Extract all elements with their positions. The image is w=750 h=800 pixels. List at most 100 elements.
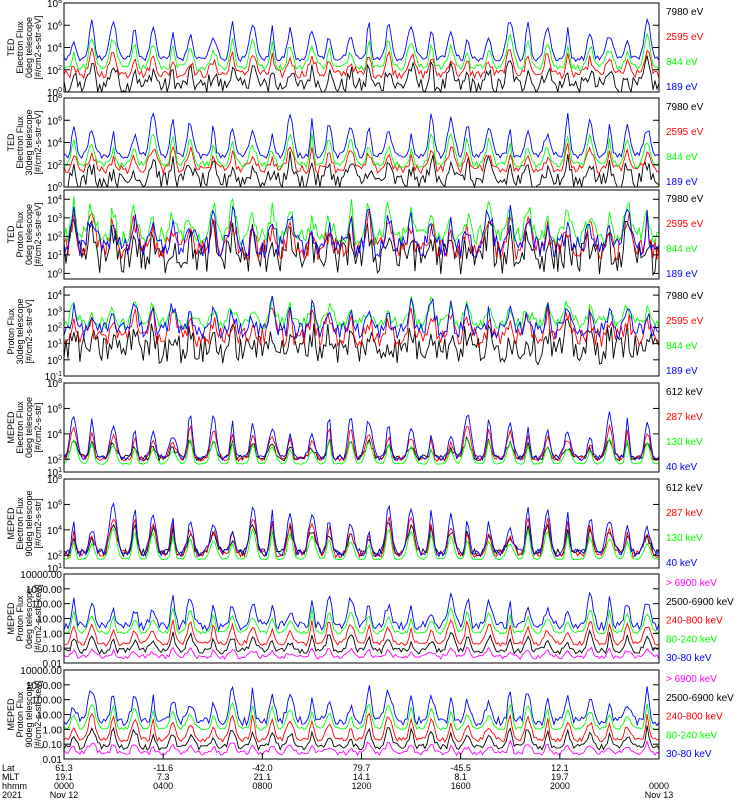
legend-entry: 189 eV bbox=[666, 177, 698, 188]
y-tick-label: 10000.00 bbox=[20, 570, 62, 581]
y-axis-label-line: [#/cm2-s-str-eV] bbox=[33, 202, 43, 266]
y-axis-label-line: 30deg telescope bbox=[24, 109, 34, 175]
y-tick-label: 1000.00 bbox=[26, 681, 63, 692]
legend-entry: 40 keV bbox=[666, 462, 697, 473]
legend-entry: 844 eV bbox=[666, 152, 698, 163]
series-line-1-3 bbox=[63, 33, 660, 72]
y-axis-label-line: 0deg telescope bbox=[24, 204, 34, 265]
series-line-4-2 bbox=[63, 304, 660, 349]
legend-entry: 80-240 keV bbox=[666, 730, 717, 741]
y-axis-label: MEPED Electron Flux 0deg telescope [#/cm2-s… bbox=[6, 397, 43, 458]
y-tick-label: 1000.00 bbox=[26, 585, 63, 596]
y-axis-label: TED Electron Flux 30deg telescope [#/cm2-s-… bbox=[6, 109, 43, 175]
legend-entry: 80-240 keV bbox=[666, 634, 717, 645]
panel-7: 0.01 0.10 1.00 10.00 100.00 1000.00 10000.00 ME… bbox=[6, 570, 734, 670]
y-tick-exponent: 2 bbox=[58, 160, 62, 167]
y-tick-exponent: 8 bbox=[58, 0, 62, 5]
x-tick-label: 8.1 bbox=[454, 772, 467, 782]
y-tick-exponent: 0 bbox=[58, 87, 62, 94]
y-tick-exponent: 4 bbox=[58, 43, 62, 50]
y-axis-label: Proton Flux 30deg telescope [#/cm2-s-str-e… bbox=[6, 298, 34, 364]
series-line-7-2 bbox=[63, 629, 660, 655]
y-tick-exponent: 4 bbox=[58, 525, 62, 532]
y-tick-exponent: 6 bbox=[58, 403, 62, 410]
x-tick-label: 14.1 bbox=[353, 772, 371, 782]
series-line-8-4 bbox=[63, 701, 660, 731]
y-axis-label-line: TED bbox=[6, 225, 16, 244]
y-tick-label: 106 bbox=[47, 403, 62, 415]
y-tick-label: 108 bbox=[47, 474, 62, 486]
y-tick-exponent: 6 bbox=[58, 20, 62, 27]
series-line-4-1 bbox=[63, 317, 660, 366]
x-tick-label: 0800 bbox=[252, 781, 272, 791]
legend-entry: 189 eV bbox=[666, 82, 698, 93]
y-axis-label-line: MEPED bbox=[6, 602, 16, 635]
y-tick-label: 0.10 bbox=[43, 644, 63, 655]
y-axis-label: MEPED Proton Flux 90deg telescope [#/cm2-s-… bbox=[6, 680, 43, 749]
x-tick-label: Nov 12 bbox=[50, 790, 79, 800]
plot-frame bbox=[63, 478, 660, 569]
legend-entry: 2595 eV bbox=[666, 219, 704, 230]
series-line-5-4 bbox=[63, 411, 660, 462]
y-tick-label: 104 bbox=[47, 290, 62, 302]
legend-entry: 2500-6900 keV bbox=[666, 597, 734, 608]
y-tick-exponent: 8 bbox=[58, 378, 62, 385]
panel-4: 1 0 -1 100 101 102 103 104 Proton Flux 30deg tele… bbox=[6, 286, 704, 383]
y-tick-label: 102 bbox=[47, 65, 62, 77]
y-tick-exponent: 4 bbox=[58, 138, 62, 145]
plot-frame bbox=[63, 189, 660, 280]
y-tick-label: 108 bbox=[47, 0, 62, 10]
y-tick-exponent: 8 bbox=[58, 474, 62, 481]
x-tick-label: 0400 bbox=[153, 781, 173, 791]
y-axis-label-line: MEPED bbox=[6, 507, 16, 540]
y-tick-label: 106 bbox=[47, 499, 62, 511]
series-line-7-3 bbox=[63, 619, 660, 647]
legend-entry: 130 keV bbox=[666, 437, 703, 448]
legend-entry: 287 keV bbox=[666, 412, 703, 423]
y-tick-label: 108 bbox=[47, 93, 62, 105]
x-axis-row-label: hhmm bbox=[2, 781, 27, 791]
legend-entry: 30-80 keV bbox=[666, 653, 712, 664]
x-tick-label: 79.7 bbox=[353, 763, 371, 773]
y-tick-label: 106 bbox=[47, 20, 62, 32]
series-line-8-5 bbox=[63, 685, 660, 727]
plot-frame bbox=[63, 97, 660, 188]
x-tick-label: 21.1 bbox=[254, 772, 272, 782]
y-axis-label: TED Proton Flux 0deg telescope [#/cm2-s-str… bbox=[6, 202, 43, 266]
x-tick-label: Nov 13 bbox=[645, 790, 674, 800]
y-tick-exponent: 8 bbox=[58, 93, 62, 100]
x-tick-label: 19.7 bbox=[551, 772, 569, 782]
y-tick-label: 0.01 bbox=[43, 755, 63, 766]
y-tick-label: 104 bbox=[47, 525, 62, 537]
y-axis-label-line: [#/cm2-s-str-eV] bbox=[33, 15, 43, 79]
y-axis-label-line: Proton Flux bbox=[15, 595, 25, 642]
y-tick-label: 104 bbox=[47, 429, 62, 441]
y-tick-label: 1.00 bbox=[43, 629, 63, 640]
legend-entry: 844 eV bbox=[666, 57, 698, 68]
y-axis-label: MEPED Proton Flux 0deg telescope [#/cm2-s-s… bbox=[6, 584, 43, 653]
legend-entry: 844 eV bbox=[666, 341, 698, 352]
legend-entry: 240-800 keV bbox=[666, 616, 723, 627]
series-line-3-1 bbox=[63, 218, 660, 277]
legend-entry: > 6900 keV bbox=[666, 674, 717, 685]
y-tick-label: 102 bbox=[47, 454, 62, 466]
y-axis-label-line: 0deg telescope bbox=[24, 588, 34, 649]
y-axis-label-line: Proton Flux bbox=[15, 691, 25, 738]
y-tick-label: 102 bbox=[47, 322, 62, 334]
x-tick-label: 0000 bbox=[649, 781, 669, 791]
y-axis-label-line: [#/cm2-s-str-eV] bbox=[33, 110, 43, 174]
y-tick-exponent: 0 bbox=[58, 182, 62, 189]
y-tick-exponent: 2 bbox=[58, 231, 62, 238]
y-axis-label-line: 90deg telescope bbox=[24, 490, 34, 556]
plot-frame bbox=[63, 573, 660, 664]
legend-entry: 844 eV bbox=[666, 244, 698, 255]
y-tick-label: 102 bbox=[47, 231, 62, 243]
y-tick-exponent: -1 bbox=[56, 371, 62, 378]
y-tick-label: 100 bbox=[47, 268, 62, 280]
series-line-6-4 bbox=[63, 502, 660, 558]
y-axis-label-line: [#/cm2-s-str-keV] bbox=[33, 584, 43, 653]
y-tick-label: 106 bbox=[47, 115, 62, 127]
